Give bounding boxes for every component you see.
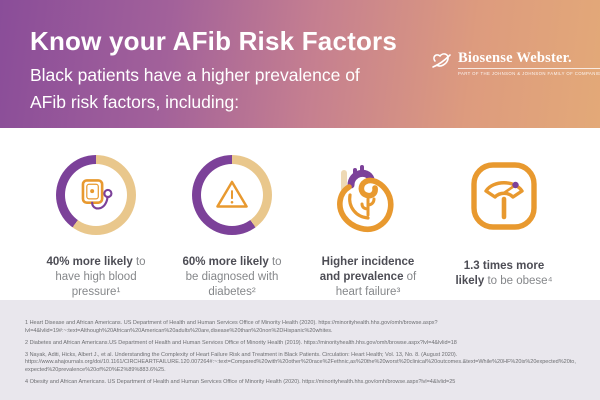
warning-triangle-icon xyxy=(216,180,248,208)
stat-value: Higher incidence and prevalence xyxy=(319,256,415,283)
risk-factor-stats: 40% more likely to have high blood press… xyxy=(0,128,600,300)
donut-ring-60-percent xyxy=(192,155,272,235)
reference-2: 2 Diabetes and African Americans.US Depa… xyxy=(25,339,457,346)
stat-diabetes: 60% more likely to be diagnosed with dia… xyxy=(164,128,300,300)
stat-heart-failure: Higher incidence and prevalence of heart… xyxy=(300,128,436,300)
stat-label: 60% more likely to be diagnosed with dia… xyxy=(176,255,288,300)
reference-4: 4 Obesity and African Americans. US Depa… xyxy=(25,378,456,385)
page-title: Know your AFib Risk Factors xyxy=(30,26,398,56)
weight-scale-icon xyxy=(471,162,537,230)
stat-description: to be diagnosed with diabetes² xyxy=(185,256,282,298)
blood-pressure-monitor-icon xyxy=(81,179,113,210)
stat-blood-pressure: 40% more likely to have high blood press… xyxy=(28,128,164,300)
stat-label: 40% more likely to have high blood press… xyxy=(40,255,152,300)
stat-description: of heart failure³ xyxy=(335,271,417,298)
stat-value: 60% more likely xyxy=(182,256,269,268)
subtitle-line-2: AFib risk factors, including: xyxy=(30,92,240,112)
heart-swirl-logo-icon xyxy=(431,52,453,77)
reference-3: 3 Nayak, Aditi, Hicks, Albert J., et al.… xyxy=(25,351,576,373)
stat-description: to have high blood pressure¹ xyxy=(55,256,146,298)
logo-wordmark: Biosense Webster. xyxy=(458,50,572,66)
stat-label: Higher incidence and prevalence of heart… xyxy=(312,255,424,300)
logo-tagline: part of the Johnson & Johnson family of … xyxy=(458,68,600,76)
references-section: 1 Heart Disease and African Americans. U… xyxy=(0,300,600,400)
biosense-webster-logo: Biosense Webster. part of the Johnson & … xyxy=(431,50,600,77)
heart-icon xyxy=(337,165,394,232)
stat-label: 1.3 times more likely to be obese⁴ xyxy=(448,259,560,289)
stat-obesity: 1.3 times more likely to be obese⁴ xyxy=(436,128,572,300)
reference-1: 1 Heart Disease and African Americans. U… xyxy=(25,320,438,334)
subtitle-line-1: Black patients have a higher prevalence … xyxy=(30,65,360,85)
stat-value: 1.3 times more likely xyxy=(455,260,545,287)
donut-ring-40-percent xyxy=(56,155,136,235)
stat-value: 40% more likely xyxy=(46,256,133,268)
header-banner: Know your AFib Risk Factors Black patien… xyxy=(0,0,600,128)
stat-description: to be obese⁴ xyxy=(484,275,553,287)
page-subtitle: Black patients have a higher prevalence … xyxy=(30,62,360,116)
